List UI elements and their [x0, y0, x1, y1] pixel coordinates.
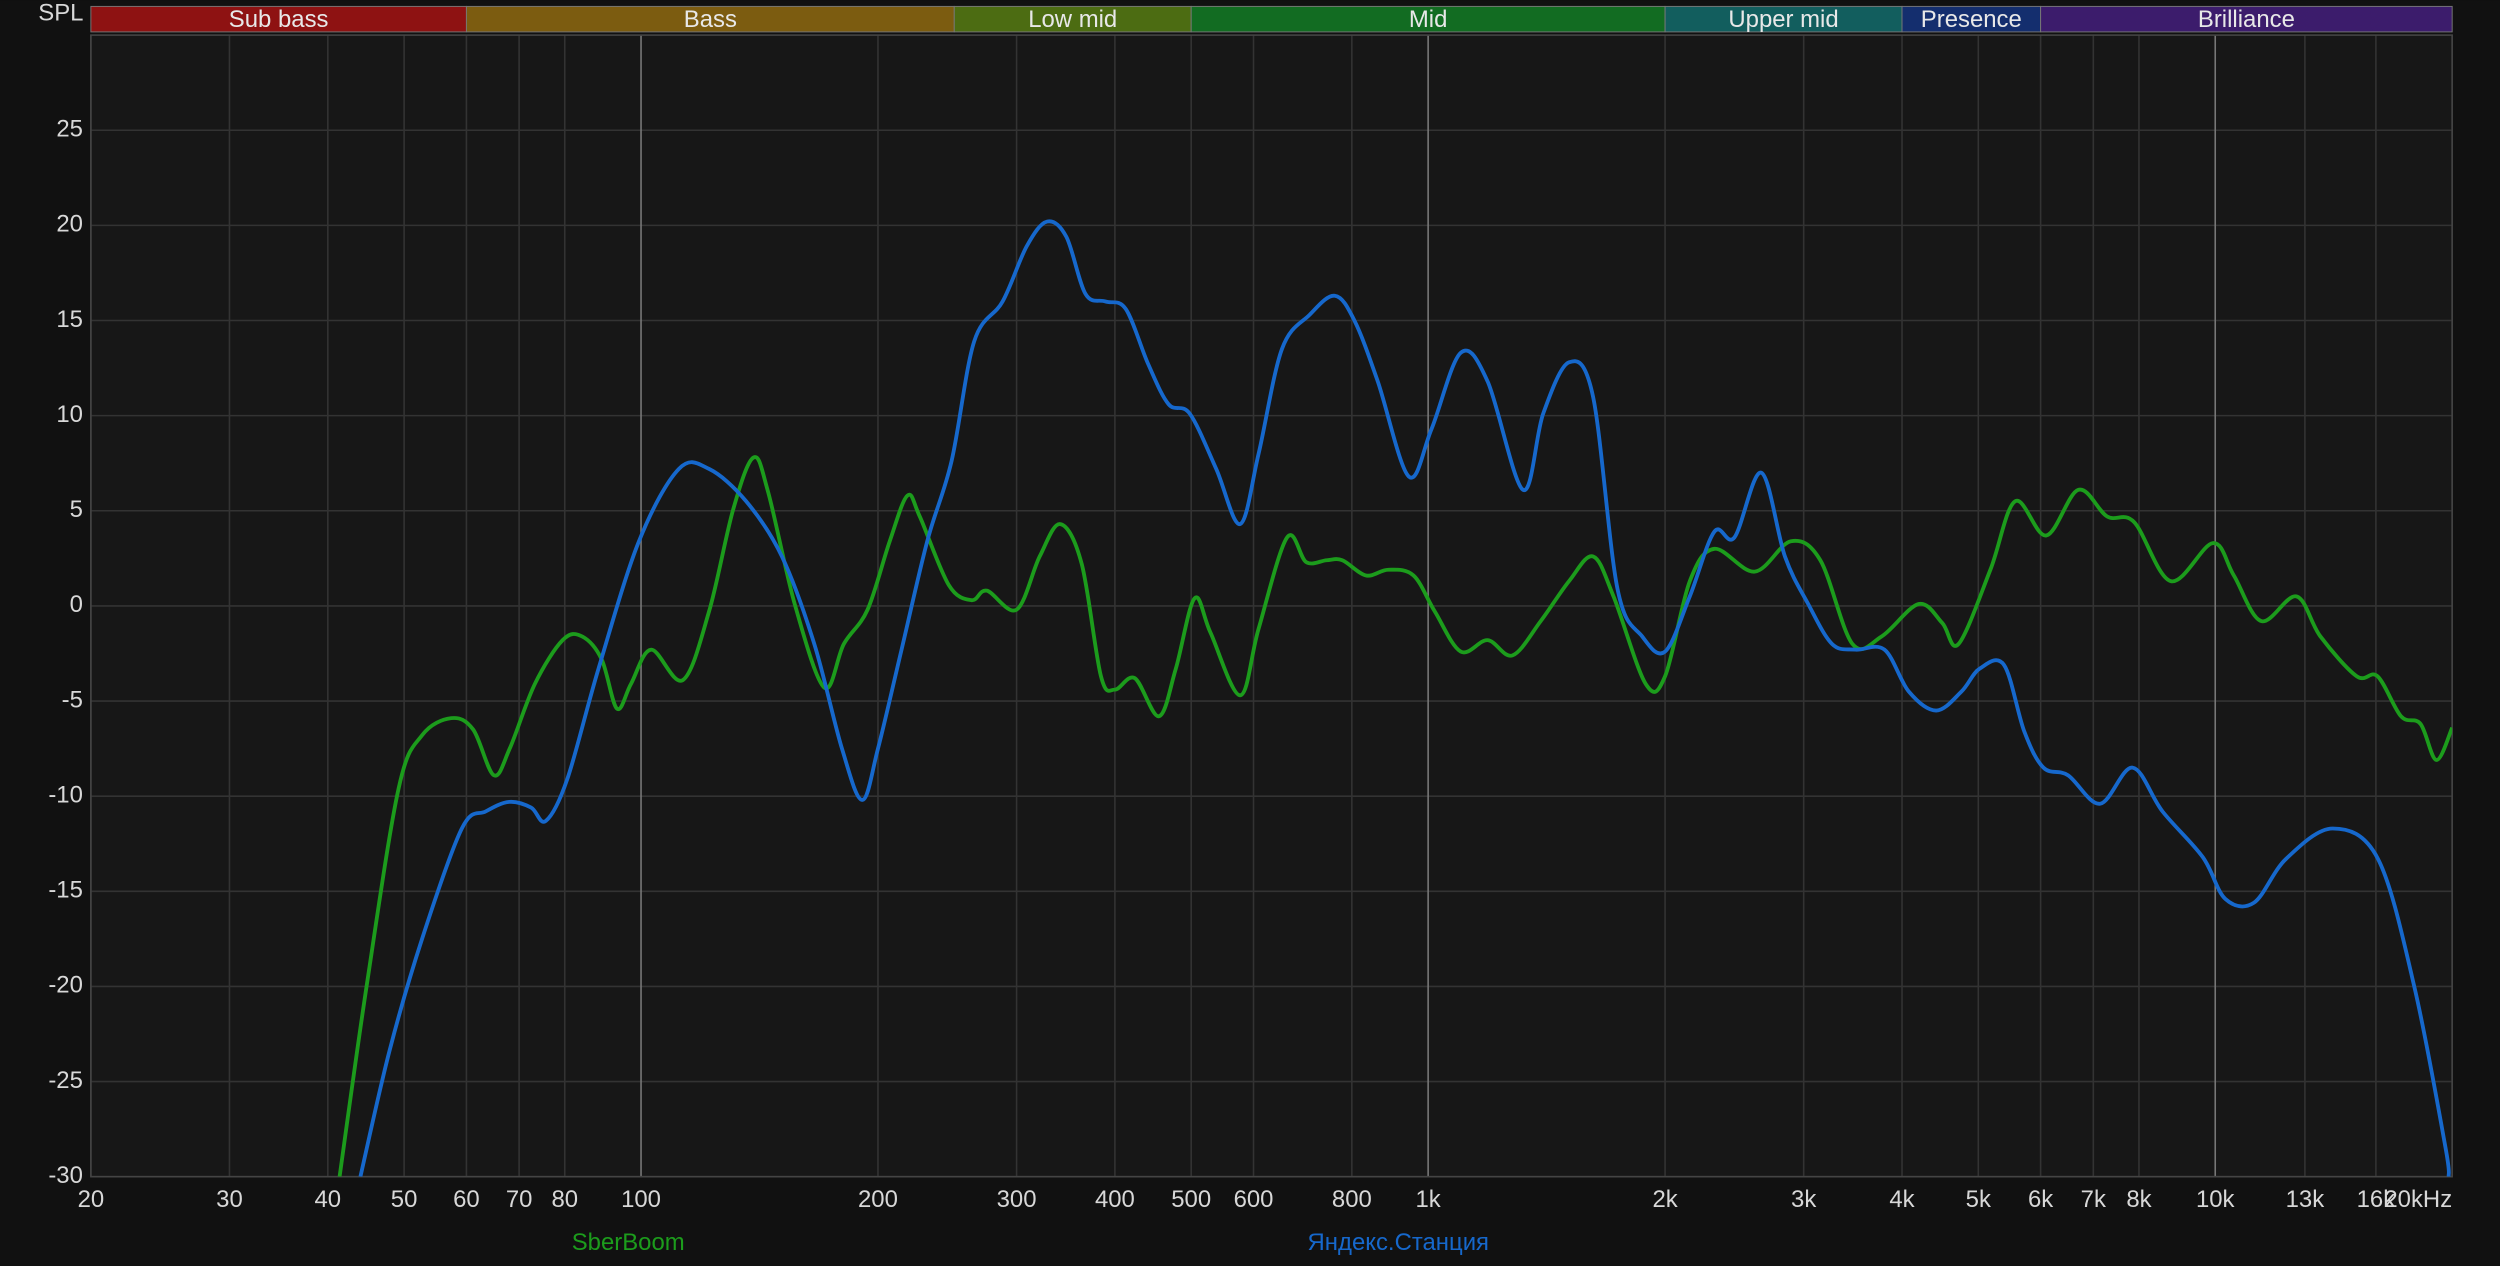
- band: [1190, 5, 1666, 33]
- x-tick-label: 600: [1234, 1186, 1274, 1213]
- x-tick-label: 20: [78, 1186, 105, 1213]
- band-label: Low mid: [1028, 6, 1117, 33]
- x-tick-label: 2k: [1652, 1186, 1677, 1213]
- curves: [337, 219, 2453, 1177]
- x-tick-label: 70: [506, 1186, 533, 1213]
- band-label: Upper mid: [1728, 6, 1838, 33]
- band-label: Sub bass: [229, 6, 329, 33]
- band: [2040, 5, 2453, 33]
- x-tick-label: 6k: [2028, 1186, 2053, 1213]
- x-tick-label: 3k: [1791, 1186, 1816, 1213]
- x-tick-label: 40: [315, 1186, 342, 1213]
- band: [1901, 5, 2042, 33]
- band-label: Bass: [684, 6, 737, 33]
- y-tick-label: 25: [56, 116, 83, 143]
- x-tick-label: 400: [1095, 1186, 1135, 1213]
- y-axis-label: SPL: [38, 0, 83, 27]
- band-label: Brilliance: [2198, 6, 2295, 33]
- x-tick-label: 30: [216, 1186, 243, 1213]
- band: [1664, 5, 1903, 33]
- legend-label: Яндекс.Станция: [1308, 1229, 1489, 1256]
- band: [90, 5, 467, 33]
- y-tick-label: 0: [70, 591, 83, 618]
- x-tick-label: 20kHz: [2384, 1186, 2452, 1213]
- y-tick-label: -15: [48, 877, 83, 904]
- y-tick-label: 5: [70, 496, 83, 523]
- y-tick-label: 10: [56, 401, 83, 428]
- x-tick-label: 100: [621, 1186, 661, 1213]
- band-label: Presence: [1921, 6, 2022, 33]
- x-tick-label: 16k: [2357, 1186, 2396, 1213]
- x-tick-label: 1k: [1416, 1186, 1441, 1213]
- x-tick-label: 5k: [1966, 1186, 1991, 1213]
- y-tick-label: -10: [48, 781, 83, 808]
- x-tick-label: 10k: [2196, 1186, 2235, 1213]
- x-tick-label: 60: [453, 1186, 480, 1213]
- y-tick-label: -20: [48, 972, 83, 999]
- x-tick-label: 200: [858, 1186, 898, 1213]
- series-line: [358, 219, 2451, 1177]
- x-tick-label: 7k: [2081, 1186, 2106, 1213]
- plot-frame: [90, 34, 2453, 1178]
- x-tick-label: 50: [391, 1186, 418, 1213]
- x-tick-label: 80: [551, 1186, 578, 1213]
- y-tick-label: 15: [56, 306, 83, 333]
- x-tick-label: 13k: [2286, 1186, 2325, 1213]
- band-label: Mid: [1409, 6, 1448, 33]
- x-tick-label: 800: [1332, 1186, 1372, 1213]
- y-tick-label: -5: [62, 686, 83, 713]
- x-tick-label: 500: [1171, 1186, 1211, 1213]
- y-tick-label: 20: [56, 211, 83, 238]
- x-tick-label: 300: [997, 1186, 1037, 1213]
- x-tick-label: 8k: [2126, 1186, 2151, 1213]
- y-tick-label: -30: [48, 1162, 83, 1189]
- series-line: [337, 455, 2453, 1177]
- y-tick-label: -25: [48, 1067, 83, 1094]
- x-tick-label: 4k: [1889, 1186, 1914, 1213]
- legend-label: SberBoom: [572, 1229, 685, 1256]
